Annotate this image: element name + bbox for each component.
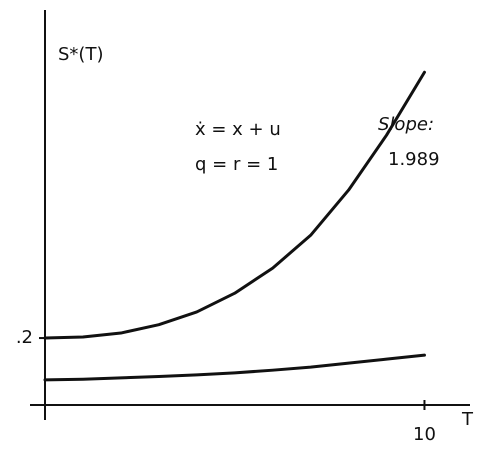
annotation: Slope: <box>378 114 434 135</box>
page: {"chart_data": {"type": "line", "y_label… <box>0 0 481 453</box>
annotation: ẋ = x + u <box>195 119 281 140</box>
y-axis-label: S*(T) <box>58 44 103 65</box>
x-axis-label: T <box>461 409 474 430</box>
annotation: 1.989 <box>388 149 440 170</box>
chart: S*(T) T ẋ = x + u q = r = 1 Slope: 1.989… <box>0 0 481 453</box>
curve <box>45 355 424 380</box>
y-tick-label: .2 <box>16 327 33 348</box>
curve <box>45 72 424 338</box>
annotation: q = r = 1 <box>195 154 278 175</box>
x-tick-label: 10 <box>413 424 436 445</box>
